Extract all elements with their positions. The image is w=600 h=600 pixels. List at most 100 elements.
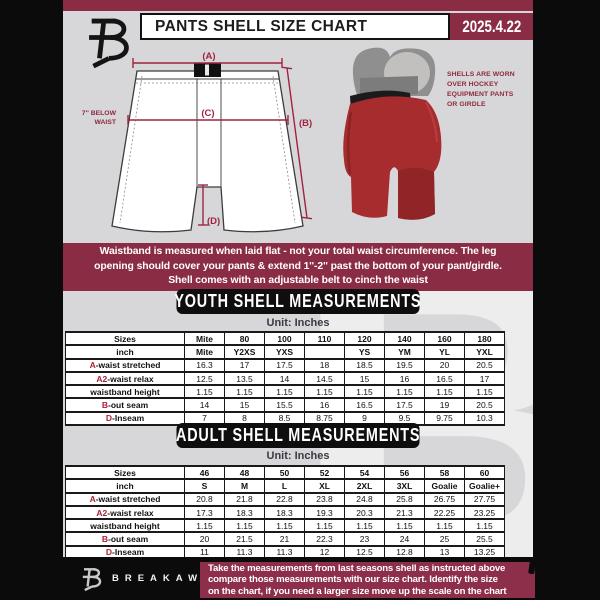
table-row: A2-waist relax 17.3 18.3 18.3 19.3 20.3 21.3 22…	[65, 504, 505, 521]
cell: 21.5	[224, 531, 265, 547]
row-label: A-waist stretched	[65, 357, 185, 373]
cell: 17.5	[384, 397, 425, 413]
notice-line: Shell comes with an adjustable belt to c…	[168, 275, 428, 287]
cell: 140	[384, 330, 425, 347]
cell: 56	[384, 464, 425, 481]
cell: 16	[384, 370, 425, 387]
cell: YXL	[464, 344, 505, 360]
cell: 17.5	[264, 357, 305, 373]
cell: 60	[464, 464, 505, 481]
footer-brand-name: BREAKAWAY	[112, 573, 227, 584]
table-row: waistband height 1.15 1.15 1.15 1.15 1.15 1.15…	[65, 518, 505, 534]
youth-section-banner: YOUTH SHELL MEASUREMENTS	[174, 289, 422, 314]
youth-section-title: YOUTH SHELL MEASUREMENTS	[174, 291, 422, 311]
photo-note: SHELLS ARE WORN OVER HOCKEY EQUIPMENT PA…	[447, 70, 531, 110]
table-row: B-out seam 14 15 15.5 16 16.5 17.5 19 20.5	[65, 397, 505, 413]
cell: Mite	[184, 330, 225, 347]
cell: 21	[264, 531, 305, 547]
cell: Y2XS	[224, 344, 265, 360]
waist-note-line1: 7'' BELOW	[82, 110, 117, 117]
photo-note-line: EQUIPMENT PANTS	[447, 91, 514, 98]
cell: 1.15	[264, 518, 305, 534]
photo-note-line: OVER HOCKEY	[447, 81, 499, 88]
cell: 18.3	[264, 504, 305, 521]
adult-section-banner: ADULT SHELL MEASUREMENTS	[176, 423, 420, 448]
cell: 1.15	[424, 518, 465, 534]
diagram-label-d: (D)	[207, 216, 220, 227]
cell: 13.5	[224, 370, 265, 387]
cell: 18	[304, 357, 345, 373]
cell: 58	[424, 464, 465, 481]
cell: 14.5	[304, 370, 345, 387]
cell: 19	[424, 397, 465, 413]
youth-size-table: Sizes Mite 80 100 110 120 140 160 180 inch Mite Y2X…	[65, 330, 505, 427]
cell: 1.15	[304, 518, 345, 534]
cell: 20.5	[464, 397, 505, 413]
cell: 100	[264, 330, 305, 347]
cell: 1.15	[304, 384, 345, 400]
cell: 1.15	[384, 384, 425, 400]
cell: Goalie	[424, 478, 465, 494]
cell: 22.8	[264, 491, 305, 507]
footer-note-line: compare those measurements with our size…	[208, 574, 498, 586]
cell: 1.15	[224, 384, 265, 400]
cell: YM	[384, 344, 425, 360]
diagram-label-b: (B)	[299, 118, 312, 129]
cell: 52	[304, 464, 345, 481]
photo-note-line: OR GIRDLE	[447, 101, 486, 108]
cell: 20.5	[464, 357, 505, 373]
cell: 1.15	[384, 518, 425, 534]
footer: BREAKAWAY Take the measurements from las…	[0, 557, 600, 600]
cell: 16.3	[184, 357, 225, 373]
row-label: Sizes	[65, 330, 185, 347]
cell: 21.3	[384, 504, 425, 521]
cell: 25.5	[464, 531, 505, 547]
table-row: A-waist stretched 20.8 21.8 22.8 23.8 24.8 25.…	[65, 491, 505, 507]
row-label: A2-waist relax	[65, 370, 185, 387]
page-content: B PANTS SHELL SIZE CHART 2025.4.22	[63, 0, 533, 600]
cell: 25.8	[384, 491, 425, 507]
cell: 180	[464, 330, 505, 347]
footer-note: Take the measurements from last seasons …	[200, 562, 535, 598]
cell: 46	[184, 464, 225, 481]
cell: 20	[184, 531, 225, 547]
cell: 15	[224, 397, 265, 413]
cell: 24.8	[344, 491, 385, 507]
cell: 16.5	[344, 397, 385, 413]
cell: 18.5	[344, 357, 385, 373]
cell: 9.75	[424, 410, 465, 427]
cell: 17	[464, 370, 505, 387]
cell: 17.3	[184, 504, 225, 521]
waist-note-line2: WAIST	[94, 119, 116, 126]
cell: M	[224, 478, 265, 494]
cell: L	[264, 478, 305, 494]
row-label: waistband height	[65, 384, 185, 400]
date-text: 2025.4.22	[461, 16, 521, 36]
notice-line: Waistband is measured when laid flat - n…	[99, 246, 497, 258]
cell: 24	[384, 531, 425, 547]
cell: 14	[184, 397, 225, 413]
table-row: Sizes 46 48 50 52 54 56 58 60	[65, 464, 505, 481]
table-row: Sizes Mite 80 100 110 120 140 160 180	[65, 330, 505, 347]
cell: 110	[304, 330, 345, 347]
cell: 1.15	[344, 518, 385, 534]
cell: 2XL	[344, 478, 385, 494]
cell: 120	[344, 330, 385, 347]
table-row: waistband height 1.15 1.15 1.15 1.15 1.15 1.15…	[65, 384, 505, 400]
diagram-label-c: (C)	[201, 108, 214, 119]
row-label: D-Inseam	[65, 410, 185, 427]
cell: 19.5	[384, 357, 425, 373]
cell: 1.15	[264, 384, 305, 400]
cell: 15	[344, 370, 385, 387]
cell: 21.8	[224, 491, 265, 507]
cell: 15.5	[264, 397, 305, 413]
cell: 23.25	[464, 504, 505, 521]
row-label: inch	[65, 344, 185, 360]
cell: 3XL	[384, 478, 425, 494]
cell: 20	[424, 357, 465, 373]
row-label: inch	[65, 478, 185, 494]
cell	[304, 344, 345, 360]
table-row: D-Inseam 11 11.3 11.3 12 12.5 12.8 13 13.25	[65, 544, 505, 561]
diagram-label-a: (A)	[202, 51, 215, 62]
unit-label-youth: Unit: Inches	[266, 317, 330, 329]
